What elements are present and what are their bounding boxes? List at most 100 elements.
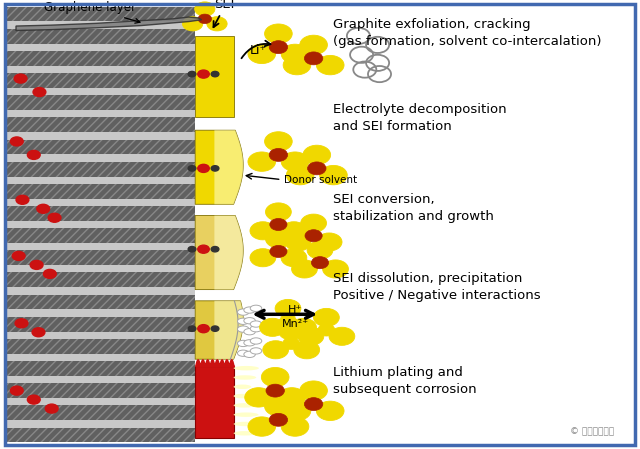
Bar: [6, 162, 195, 176]
Bar: [6, 44, 195, 51]
Circle shape: [303, 145, 331, 165]
Bar: [6, 361, 195, 376]
Circle shape: [195, 2, 215, 16]
Circle shape: [30, 260, 43, 269]
Ellipse shape: [237, 304, 249, 310]
Circle shape: [312, 257, 328, 269]
Circle shape: [248, 152, 276, 172]
Circle shape: [16, 195, 29, 204]
Text: Donor solvent: Donor solvent: [284, 175, 356, 185]
Circle shape: [307, 241, 333, 259]
Bar: [6, 95, 195, 110]
Bar: [6, 420, 195, 427]
Bar: [6, 140, 195, 154]
Bar: [6, 228, 195, 243]
Bar: [6, 176, 195, 184]
Circle shape: [260, 318, 285, 336]
Ellipse shape: [237, 329, 249, 335]
Polygon shape: [214, 216, 243, 290]
Circle shape: [281, 152, 309, 172]
Bar: [6, 198, 195, 206]
Bar: [6, 162, 195, 176]
Circle shape: [314, 308, 339, 326]
Circle shape: [301, 214, 326, 232]
Circle shape: [198, 325, 209, 333]
Ellipse shape: [237, 317, 249, 323]
Circle shape: [261, 367, 289, 387]
Circle shape: [211, 166, 219, 171]
Circle shape: [211, 326, 219, 331]
Ellipse shape: [234, 375, 256, 380]
Circle shape: [264, 396, 292, 416]
Circle shape: [248, 44, 276, 64]
Circle shape: [198, 164, 209, 172]
Circle shape: [12, 251, 25, 260]
Circle shape: [188, 166, 196, 171]
Bar: [6, 383, 195, 398]
Bar: [6, 405, 195, 420]
Text: SEI dissolution, precipitation
Positive / Negative interactions: SEI dissolution, precipitation Positive …: [333, 272, 540, 302]
Bar: [6, 251, 195, 265]
Bar: [6, 287, 195, 295]
Circle shape: [250, 249, 276, 267]
Circle shape: [15, 319, 28, 328]
Circle shape: [188, 326, 196, 331]
Ellipse shape: [234, 384, 252, 389]
Ellipse shape: [244, 335, 255, 341]
Bar: [6, 22, 195, 29]
Text: © 新能源电池圈: © 新能源电池圈: [570, 427, 614, 436]
Circle shape: [270, 246, 287, 257]
Bar: [6, 73, 195, 88]
Polygon shape: [214, 301, 243, 359]
Circle shape: [188, 247, 196, 252]
Circle shape: [270, 219, 287, 230]
Ellipse shape: [244, 346, 255, 352]
Ellipse shape: [234, 403, 255, 408]
Bar: [6, 51, 195, 66]
Circle shape: [211, 71, 219, 77]
Circle shape: [300, 381, 328, 401]
Text: Mn²⁺: Mn²⁺: [282, 319, 308, 329]
Circle shape: [28, 395, 40, 404]
Circle shape: [329, 327, 355, 345]
Circle shape: [198, 14, 212, 24]
Circle shape: [286, 165, 314, 185]
Ellipse shape: [244, 304, 255, 310]
Ellipse shape: [250, 324, 262, 330]
Ellipse shape: [244, 314, 255, 320]
Bar: [6, 273, 195, 287]
Circle shape: [198, 245, 209, 253]
Bar: [6, 361, 195, 376]
Circle shape: [250, 222, 276, 240]
Circle shape: [275, 299, 301, 317]
Circle shape: [248, 417, 276, 436]
Bar: [6, 405, 195, 420]
Circle shape: [28, 150, 40, 159]
Circle shape: [316, 233, 342, 251]
Bar: [6, 243, 195, 251]
Bar: [6, 95, 195, 110]
Circle shape: [269, 149, 287, 161]
Circle shape: [264, 24, 292, 44]
Bar: [6, 51, 195, 66]
Ellipse shape: [234, 413, 259, 417]
Text: Lithium plating and
subsequent corrosion: Lithium plating and subsequent corrosion: [333, 366, 476, 396]
Bar: [6, 383, 195, 398]
Circle shape: [198, 70, 209, 78]
Circle shape: [318, 324, 335, 336]
Text: SEI conversion,
stabilization and growth: SEI conversion, stabilization and growth: [333, 193, 493, 223]
Circle shape: [283, 338, 300, 349]
Polygon shape: [16, 17, 202, 31]
Bar: [6, 221, 195, 228]
Circle shape: [281, 44, 309, 64]
Circle shape: [294, 341, 319, 359]
Circle shape: [305, 52, 323, 65]
Circle shape: [281, 222, 307, 240]
Bar: [6, 73, 195, 88]
Circle shape: [291, 318, 316, 336]
Ellipse shape: [250, 339, 262, 346]
Ellipse shape: [234, 422, 259, 426]
Circle shape: [188, 71, 196, 77]
Circle shape: [316, 55, 344, 75]
Circle shape: [45, 404, 58, 413]
